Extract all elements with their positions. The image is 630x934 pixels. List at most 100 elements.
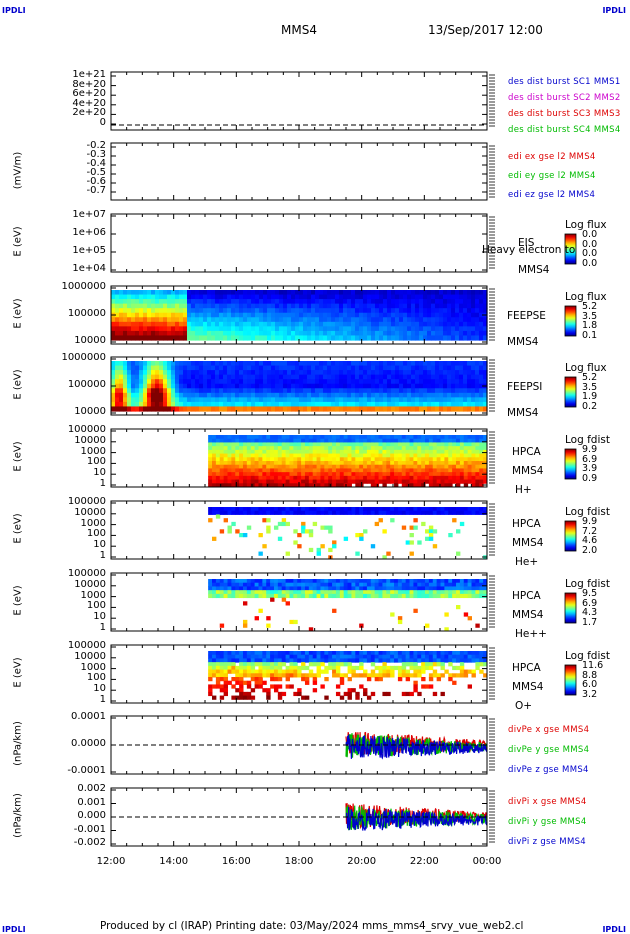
heatmap-cell [131,406,136,412]
heatmap-cell [219,479,225,484]
heatmap-cell [207,379,212,385]
heatmap-cell [443,290,448,296]
heatmap-cell [299,388,304,394]
heatmap-cell [347,406,352,412]
heatmap-cell [347,453,352,458]
heatmap-cell [347,442,352,447]
heatmap-cell [262,483,267,488]
heatmap-cell [167,401,172,408]
heatmap-cell [135,365,140,371]
heatmap-cell [215,453,221,458]
heatmap-cell [215,290,220,296]
heatmap-cell [391,330,396,337]
heatmap-cell [312,510,318,515]
heatmap-cell [277,457,283,462]
heatmap-cell [463,510,469,515]
heatmap-cell [211,383,216,389]
heatmap-cell [363,590,368,595]
heatmap-cell [399,397,404,403]
heatmap-cell [175,326,180,332]
heatmap-cell [343,321,348,327]
heatmap-cell [258,510,263,515]
heatmap-cell [323,365,328,371]
heatmap-cell [405,651,411,656]
heatmap-cell [374,593,380,599]
heatmap-cell [443,303,448,309]
heatmap-cell [281,472,287,477]
heatmap-cell [147,290,152,296]
heatmap-cell [479,593,484,599]
heatmap-cell [383,383,388,389]
heatmap-cell [428,472,434,477]
heatmap-cell [246,464,252,469]
heatmap-cell [431,374,436,380]
heatmap-cell [247,326,252,332]
heatmap-cell [301,438,306,443]
heatmap-cell [127,290,132,296]
heatmap-cell [386,438,391,443]
heatmap-cell [370,658,376,663]
heatmap-cell [239,397,244,403]
heatmap-cell [199,312,204,318]
heatmap-cell [183,317,188,323]
heatmap-cell [428,586,434,591]
heatmap-cell [421,684,426,689]
heatmap-cell [239,308,244,314]
heatmap-cell [163,392,168,398]
heatmap-cell [187,370,192,376]
heatmap-cell [127,312,132,318]
heatmap-cell [390,612,395,617]
heatmap-cell [439,321,444,327]
heatmap-cell [251,294,256,300]
heatmap-cell [339,330,344,337]
heatmap-cell [324,651,329,656]
heatmap-cell [475,392,480,398]
heatmap-cell [203,397,208,403]
heatmap-cell [207,290,212,296]
heatmap-cell [312,590,318,595]
heatmap-cell [127,397,132,403]
heatmap-cell [363,461,368,466]
heatmap-cell [235,479,240,484]
heatmap-cell [483,303,488,309]
heatmap-cell [207,392,212,398]
heatmap-cell [281,435,287,440]
heatmap-cell [351,294,356,300]
heatmap-cell [223,691,228,697]
heatmap-cell [246,579,252,584]
heatmap-cell [208,518,213,523]
heatmap-cell [382,446,387,451]
heatmap-cell [307,317,312,323]
heatmap-cell [243,361,248,367]
heatmap-cell [459,590,465,595]
heatmap-cell [227,406,232,412]
heatmap-cell [183,294,188,300]
heatmap-cell [208,475,213,481]
heatmap-cell [440,457,445,462]
heatmap-cell [451,388,456,394]
heatmap-cell [444,435,449,440]
heatmap-cell [432,529,438,534]
heatmap-cell [323,361,328,367]
heatmap-cell [299,379,304,385]
heatmap-cell [239,472,244,477]
heatmap-cell [311,326,316,332]
heatmap-cell [371,361,376,367]
heatmap-cell [427,294,432,300]
heatmap-cell [291,317,296,323]
heatmap-cell [155,330,160,337]
heatmap-cell [452,651,457,656]
heatmap-cell [308,586,314,591]
heatmap-cell [283,290,288,296]
heatmap-cell [432,579,438,584]
heatmap-cell [123,401,128,408]
heatmap-cell [175,308,180,314]
heatmap-cell [135,401,140,408]
heatmap-cell [127,379,132,385]
heatmap-cell [251,321,256,327]
heatmap-cell [447,303,452,309]
heatmap-cell [251,379,256,385]
heatmap-cell [382,691,387,697]
heatmap-cell [347,654,352,659]
heatmap-cell [339,695,345,700]
